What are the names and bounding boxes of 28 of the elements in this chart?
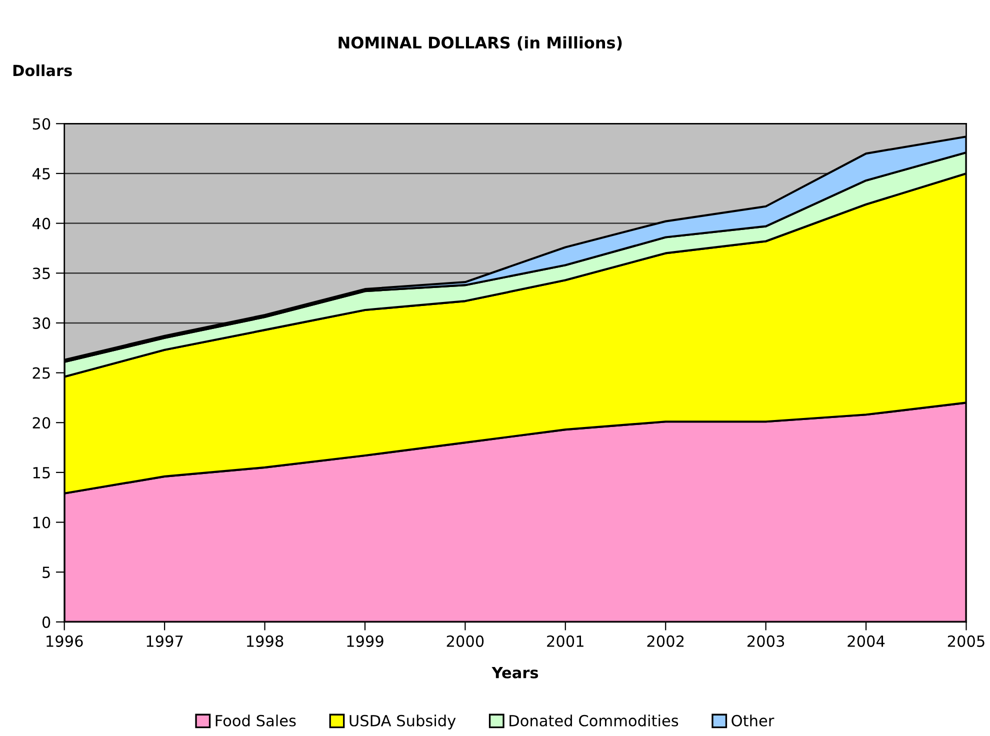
y-tick-label: 5 (42, 566, 50, 578)
chart-title: NOMINAL DOLLARS (in Millions) (338, 36, 622, 51)
x-tick-label: 2004 (848, 635, 885, 647)
y-axis-title: Dollars (13, 64, 72, 76)
x-tick-label: 1997 (146, 635, 183, 647)
y-tick-label: 30 (32, 317, 50, 329)
y-tick-label: 0 (42, 616, 50, 628)
x-tick-label: 2001 (547, 635, 584, 647)
x-tick-label: 1998 (247, 635, 284, 647)
x-tick-label: 1996 (46, 635, 83, 647)
y-tick-label: 20 (32, 417, 50, 429)
y-tick-label: 15 (33, 467, 50, 478)
legend-label: Food Sales (216, 714, 296, 726)
y-tick-label: 50 (32, 118, 50, 130)
x-tick-label: 2003 (748, 635, 784, 647)
legend-label: Donated Commodities (510, 714, 678, 726)
x-axis-title: Years (492, 667, 538, 678)
x-tick-label: 2002 (647, 635, 684, 647)
legend-label: USDA Subsidy (350, 714, 456, 730)
y-tick-label: 40 (32, 218, 50, 230)
x-tick-label: 2005 (948, 635, 984, 647)
legend-label: Other (732, 714, 774, 726)
y-tick-label: 45 (32, 168, 50, 180)
x-tick-label: 2000 (446, 635, 484, 647)
y-tick-label: 35 (32, 268, 50, 280)
y-tick-label: 10 (33, 516, 50, 528)
y-tick-label: 25 (32, 367, 50, 379)
x-tick-label: 1999 (347, 635, 384, 647)
